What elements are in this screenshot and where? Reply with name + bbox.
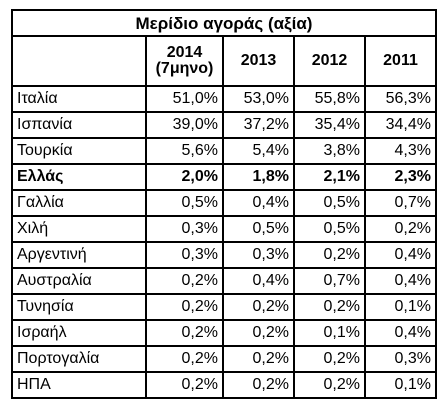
table-row: Αργεντινή 0,3% 0,3% 0,2% 0,4% — [11, 241, 437, 269]
year-sublabel: (7μηνο) — [155, 60, 214, 77]
year-header-2011: 2011 — [364, 35, 437, 87]
value-cell: 0,1% — [364, 293, 437, 321]
table-row: Ιταλία 51,0% 53,0% 55,8% 56,3% — [11, 85, 437, 113]
value-cell: 34,4% — [364, 111, 437, 139]
table-row: Τουρκία 5,6% 5,4% 3,8% 4,3% — [11, 137, 437, 165]
year-label: 2011 — [383, 52, 418, 69]
value-cell: 0,3% — [364, 345, 437, 373]
country-cell: Τουρκία — [11, 137, 147, 165]
value-cell: 0,4% — [364, 319, 437, 347]
country-cell: Ισπανία — [11, 111, 147, 139]
country-cell: Ισραήλ — [11, 319, 147, 347]
year-header-2014: 2014 (7μηνο) — [145, 35, 224, 87]
table-row: Αυστραλία 0,2% 0,4% 0,7% 0,4% — [11, 267, 437, 295]
value-cell: 0,2% — [293, 345, 366, 373]
value-cell: 56,3% — [364, 85, 437, 113]
value-cell: 0,3% — [222, 241, 295, 269]
value-cell: 0,5% — [222, 215, 295, 243]
value-cell: 0,4% — [222, 267, 295, 295]
value-cell: 53,0% — [222, 85, 295, 113]
value-cell: 0,1% — [293, 319, 366, 347]
value-cell: 0,2% — [145, 267, 224, 295]
value-cell: 55,8% — [293, 85, 366, 113]
value-cell: 0,3% — [145, 215, 224, 243]
country-cell: Ιταλία — [11, 85, 147, 113]
country-cell: Αργεντινή — [11, 241, 147, 269]
value-cell: 0,4% — [222, 189, 295, 217]
table-row: Πορτογαλία 0,2% 0,2% 0,2% 0,3% — [11, 345, 437, 373]
year-label: 2014 — [166, 44, 203, 61]
value-cell: 3,8% — [293, 137, 366, 165]
value-cell: 51,0% — [145, 85, 224, 113]
year-header-2013: 2013 — [222, 35, 295, 87]
value-cell: 0,2% — [293, 241, 366, 269]
value-cell: 5,4% — [222, 137, 295, 165]
value-cell: 0,2% — [145, 345, 224, 373]
country-cell: Τυνησία — [11, 293, 147, 321]
table-row: Τυνησία 0,2% 0,2% 0,2% 0,1% — [11, 293, 437, 321]
table-row: ΗΠΑ 0,2% 0,2% 0,2% 0,1% — [11, 371, 437, 399]
country-cell: ΗΠΑ — [11, 371, 147, 399]
value-cell: 5,6% — [145, 137, 224, 165]
value-cell: 0,5% — [293, 215, 366, 243]
value-cell: 35,4% — [293, 111, 366, 139]
value-cell: 39,0% — [145, 111, 224, 139]
value-cell: 0,7% — [364, 189, 437, 217]
corner-cell — [11, 35, 147, 87]
country-cell: Ελλάς — [11, 163, 147, 191]
value-cell: 0,1% — [364, 371, 437, 399]
value-cell: 0,4% — [364, 267, 437, 295]
value-cell: 1,8% — [222, 163, 295, 191]
table-row: Ελλάς 2,0% 1,8% 2,1% 2,3% — [11, 163, 437, 191]
country-cell: Πορτογαλία — [11, 345, 147, 373]
value-cell: 0,2% — [293, 293, 366, 321]
value-cell: 0,2% — [145, 371, 224, 399]
value-cell: 0,7% — [293, 267, 366, 295]
value-cell: 0,3% — [145, 241, 224, 269]
table-row: Γαλλία 0,5% 0,4% 0,5% 0,7% — [11, 189, 437, 217]
table-row: Ισραήλ 0,2% 0,2% 0,1% 0,4% — [11, 319, 437, 347]
table-row: Χιλή 0,3% 0,5% 0,5% 0,2% — [11, 215, 437, 243]
year-header-2012: 2012 — [293, 35, 366, 87]
year-label: 2012 — [311, 52, 348, 69]
value-cell: 0,4% — [364, 241, 437, 269]
value-cell: 0,2% — [222, 293, 295, 321]
value-cell: 0,5% — [145, 189, 224, 217]
value-cell: 4,3% — [364, 137, 437, 165]
value-cell: 37,2% — [222, 111, 295, 139]
market-share-table: Μερίδιο αγοράς (αξία) 2014 (7μηνο) 2013 … — [11, 9, 437, 399]
country-cell: Γαλλία — [11, 189, 147, 217]
table-row: Ισπανία 39,0% 37,2% 35,4% 34,4% — [11, 111, 437, 139]
value-cell: 0,2% — [364, 215, 437, 243]
table-title: Μερίδιο αγοράς (αξία) — [11, 9, 437, 37]
value-cell: 0,5% — [293, 189, 366, 217]
value-cell: 0,2% — [293, 371, 366, 399]
year-label: 2013 — [240, 52, 277, 69]
year-header-row: 2014 (7μηνο) 2013 2012 2011 — [11, 35, 437, 87]
value-cell: 2,1% — [293, 163, 366, 191]
value-cell: 0,2% — [222, 371, 295, 399]
value-cell: 2,3% — [364, 163, 437, 191]
country-cell: Χιλή — [11, 215, 147, 243]
value-cell: 0,2% — [145, 319, 224, 347]
value-cell: 2,0% — [145, 163, 224, 191]
value-cell: 0,2% — [145, 293, 224, 321]
title-row: Μερίδιο αγοράς (αξία) — [11, 9, 437, 37]
country-cell: Αυστραλία — [11, 267, 147, 295]
table-body: Ιταλία 51,0% 53,0% 55,8% 56,3% Ισπανία 39,0% 37… — [11, 85, 437, 399]
value-cell: 0,2% — [222, 319, 295, 347]
value-cell: 0,2% — [222, 345, 295, 373]
